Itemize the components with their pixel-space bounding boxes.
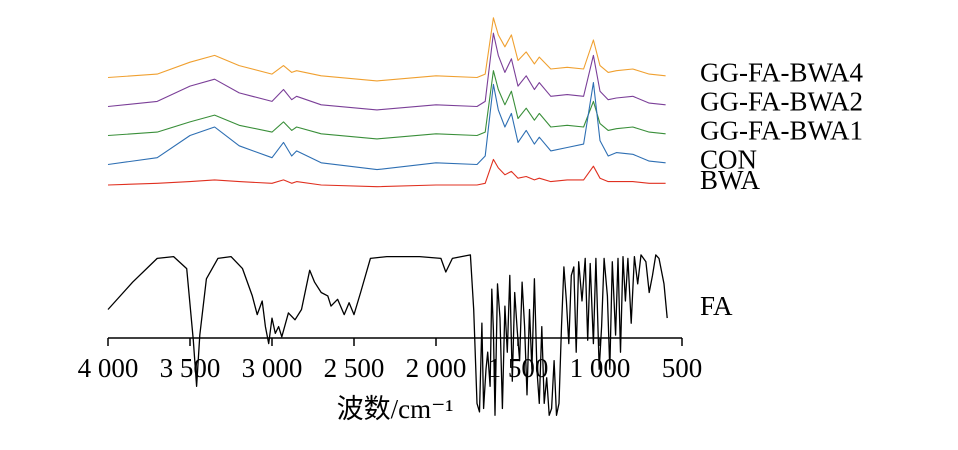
series-label-fa: FA — [700, 291, 733, 321]
series-label-bwa: BWA — [700, 165, 761, 195]
x-axis: 4 000 3 500 3 000 2 500 2 000 1 500 1 000 500 波… — [78, 337, 703, 424]
x-tick-label-1000: 1 000 — [570, 353, 631, 383]
x-axis-ticks — [107, 338, 683, 346]
x-axis-title: 波数/cm⁻¹ — [337, 394, 454, 424]
series-line-con — [107, 82, 666, 171]
series-label-gg-fa-bwa2: GG-FA-BWA2 — [700, 86, 863, 116]
series-label-con: CON — [700, 144, 757, 174]
series-line-gg-fa-bwa4 — [107, 17, 666, 82]
x-axis-tick-labels: 4 000 3 500 3 000 2 500 2 000 1 500 1 000 500 — [78, 353, 703, 383]
spectra-curves — [107, 17, 668, 416]
x-tick-label-2500: 2 500 — [324, 353, 385, 383]
series-label-gg-fa-bwa4: GG-FA-BWA4 — [700, 57, 863, 87]
series-label-gg-fa-bwa1: GG-FA-BWA1 — [700, 115, 863, 145]
x-tick-label-4000: 4 000 — [78, 353, 139, 383]
x-tick-label-3000: 3 000 — [242, 353, 303, 383]
series-line-fa — [107, 254, 668, 416]
series-line-gg-fa-bwa2 — [107, 32, 666, 111]
x-tick-label-500: 500 — [662, 353, 703, 383]
series-line-bwa — [107, 158, 666, 188]
x-tick-label-1500: 1 500 — [488, 353, 549, 383]
series-line-gg-fa-bwa1 — [107, 70, 666, 140]
x-tick-label-2000: 2 000 — [406, 353, 467, 383]
x-tick-label-3500: 3 500 — [160, 353, 221, 383]
